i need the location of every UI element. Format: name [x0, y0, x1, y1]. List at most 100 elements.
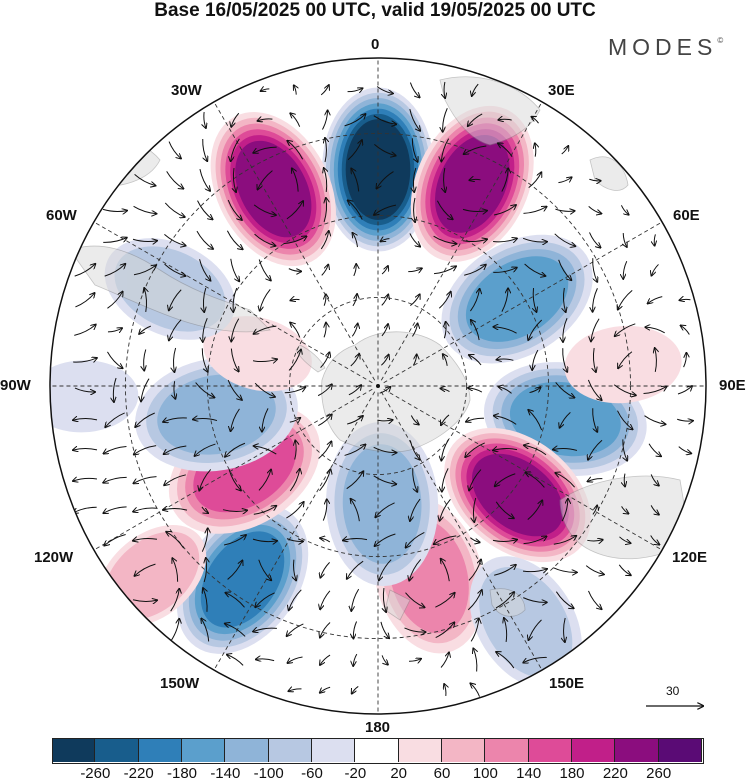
wind-vector: [170, 619, 179, 642]
wind-vector: [501, 168, 508, 192]
wind-vector: [256, 659, 275, 661]
wind-vector: [434, 266, 456, 275]
wind-vector: [444, 322, 446, 339]
wind-vector: [374, 204, 397, 215]
wind-vector: [225, 593, 245, 608]
anomaly-contour: [157, 374, 276, 455]
wind-vector: [678, 446, 692, 454]
wind-vector: [318, 414, 331, 426]
wind-vector: [587, 540, 602, 541]
wind-vector: [585, 565, 604, 575]
wind-vector: [470, 619, 479, 642]
wind-vector: [462, 209, 487, 211]
lon-label-120e: 120E: [672, 549, 708, 566]
wind-vector: [532, 349, 539, 370]
wind-vector: [343, 539, 368, 541]
wind-vector: [523, 597, 547, 603]
wind-vector: [287, 623, 304, 636]
wind-vector: [320, 538, 331, 543]
wind-vector: [374, 144, 395, 155]
wind-vector: [166, 532, 185, 549]
wind-vector: [144, 349, 146, 371]
wind-vector: [414, 197, 415, 222]
wind-vector: [680, 299, 691, 300]
wind-vector: [434, 535, 457, 544]
wind-vector: [320, 562, 330, 577]
wind-vector: [563, 317, 568, 342]
wind-vector: [441, 559, 450, 582]
reference-vector-label: 30: [666, 684, 680, 698]
wind-vector: [233, 287, 238, 312]
wind-vector: [202, 138, 208, 161]
wind-vector: [286, 502, 303, 519]
wind-vector: [201, 506, 208, 513]
wind-vector: [226, 230, 242, 250]
wind-vector: [290, 113, 301, 127]
wind-vector: [103, 238, 127, 243]
wind-vector: [409, 440, 419, 459]
colorbar-cell: [528, 738, 572, 762]
wind-vector: [442, 468, 449, 491]
wind-vector: [589, 179, 600, 181]
wind-vector: [135, 412, 155, 427]
wind-vector: [225, 442, 246, 456]
wind-vector: [443, 108, 448, 132]
wind-vector: [589, 232, 600, 247]
wind-vector: [412, 468, 418, 492]
wind-vector: [107, 292, 122, 309]
wind-vector: [227, 655, 244, 666]
wind-vector: [522, 569, 547, 572]
wind-vector: [133, 205, 157, 213]
meridian-line: [383, 388, 663, 551]
colorbar-cell: [658, 738, 702, 762]
wind-vector: [621, 506, 629, 513]
colorbar-cell: [312, 738, 356, 762]
wind-vector: [613, 384, 636, 396]
wind-vector: [381, 655, 388, 664]
wind-vector: [344, 445, 366, 456]
wind-vector: [133, 508, 157, 512]
wind-vector: [289, 418, 300, 422]
wind-vector: [347, 88, 363, 91]
wind-vector: [413, 167, 415, 192]
wind-vector: [623, 233, 627, 247]
wind-vector: [201, 528, 207, 552]
lon-label-150w: 150W: [160, 675, 200, 692]
wind-vector: [283, 236, 307, 245]
wind-vector: [522, 237, 547, 242]
wind-vector: [409, 659, 421, 662]
wind-vector: [466, 418, 484, 422]
wind-vector: [619, 536, 630, 543]
wind-vector: [204, 111, 206, 128]
wind-vector: [324, 323, 326, 338]
wind-vector: [504, 618, 507, 643]
wind-vector: [132, 239, 157, 241]
wind-vector: [470, 289, 479, 312]
wind-vector: [409, 559, 422, 580]
meridian-line: [383, 221, 663, 384]
wind-vector: [294, 85, 296, 95]
colorbar-tick-label: -220: [123, 765, 154, 782]
wind-vector: [528, 319, 543, 340]
wind-vector: [174, 381, 175, 399]
anomaly-contour: [471, 453, 564, 537]
wind-vector: [592, 258, 597, 282]
wind-vector: [252, 539, 277, 541]
wind-vector: [353, 233, 358, 248]
colorbar: [52, 738, 704, 762]
wind-vector: [254, 233, 276, 246]
wind-vector: [436, 200, 452, 220]
wind-vector: [73, 419, 98, 421]
wind-vector: [615, 323, 636, 336]
lon-label-60e: 60E: [673, 207, 700, 224]
colorbar-cell: [398, 738, 442, 762]
wind-vector: [441, 414, 450, 425]
wind-vector: [561, 499, 568, 522]
wind-vector: [230, 348, 238, 372]
wind-vector: [352, 294, 357, 307]
wind-vector: [141, 378, 150, 402]
colorbar-tick-label: 20: [390, 765, 407, 782]
wind-vector: [553, 536, 576, 545]
meridian-line: [380, 391, 543, 671]
wind-vector: [381, 324, 388, 337]
